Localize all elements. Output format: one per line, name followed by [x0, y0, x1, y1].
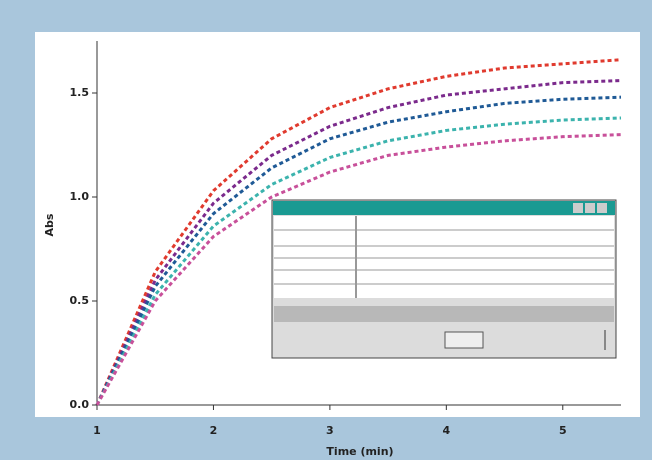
dialog-ok-button[interactable]: [445, 332, 483, 348]
dialog-tabs[interactable]: [274, 306, 614, 322]
dialog: [272, 200, 616, 358]
dialog-button[interactable]: [573, 203, 583, 213]
x-tick-label: 4: [443, 424, 451, 437]
dialog-table: [274, 216, 614, 298]
dialog-button[interactable]: [597, 203, 607, 213]
y-tick-label: 1.5: [70, 86, 90, 99]
x-tick-label: 2: [210, 424, 218, 437]
chart: Time (min) Abs 0.0 0.5 1.0 1.5 1 2 3 4 5: [0, 0, 652, 460]
y-tick-label: 1.0: [70, 190, 90, 203]
dialog-button[interactable]: [585, 203, 595, 213]
x-axis-label: Time (min): [326, 445, 393, 458]
y-tick-label: 0.5: [70, 294, 90, 307]
dialog-titlebar: [273, 201, 615, 215]
x-tick-label: 1: [93, 424, 101, 437]
x-tick-label: 5: [559, 424, 567, 437]
y-tick-label: 0.0: [70, 398, 90, 411]
x-tick-label: 3: [326, 424, 334, 437]
y-axis-label: Abs: [43, 213, 56, 236]
